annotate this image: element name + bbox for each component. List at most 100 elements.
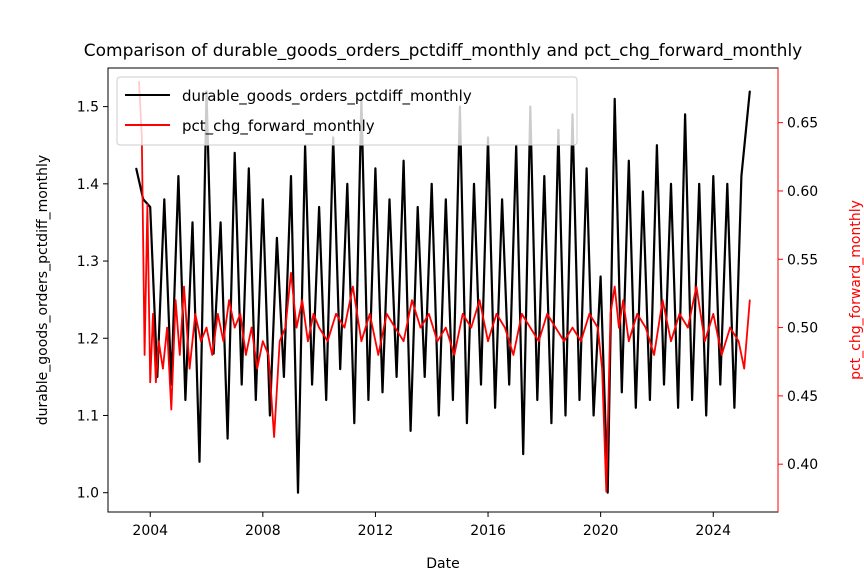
data-point <box>226 437 229 440</box>
data-point <box>409 430 412 432</box>
legend-label-pct-chg: pct_chg_forward_monthly <box>182 117 375 136</box>
data-point <box>522 453 524 455</box>
data-point <box>578 399 581 401</box>
data-point <box>653 354 655 356</box>
data-point <box>691 399 693 401</box>
x-axis-label: Date <box>426 556 459 572</box>
data-point <box>636 313 638 315</box>
data-point <box>290 175 292 177</box>
data-point <box>233 326 236 329</box>
data-point <box>152 313 154 315</box>
data-point <box>563 340 565 343</box>
data-point <box>430 183 433 185</box>
data-point <box>618 326 620 329</box>
data-point <box>200 340 202 343</box>
left-y-tick-label: 1.1 <box>77 408 99 424</box>
data-point <box>278 340 281 343</box>
data-point <box>325 399 328 401</box>
x-tick-label: 2004 <box>132 523 168 539</box>
data-point <box>239 313 242 315</box>
legend-label-durable-goods: durable_goods_orders_pctdiff_monthly <box>182 87 472 106</box>
data-point <box>343 326 346 329</box>
data-point <box>495 313 498 315</box>
x-tick-label: 2012 <box>358 523 394 539</box>
data-point <box>580 340 582 343</box>
data-point <box>438 414 440 417</box>
data-point <box>473 183 475 185</box>
right-y-axis-label: pct_chg_forward_monthly <box>848 200 864 380</box>
data-point <box>423 376 426 378</box>
data-point <box>326 340 329 343</box>
data-point <box>678 313 681 315</box>
data-point <box>749 90 751 92</box>
data-point <box>194 313 197 315</box>
data-point <box>411 299 413 302</box>
data-point <box>295 326 298 329</box>
data-point <box>733 407 736 409</box>
data-point <box>166 326 168 329</box>
data-point <box>445 326 447 329</box>
data-point <box>729 326 731 329</box>
left-y-tick-label: 1.4 <box>77 177 99 193</box>
data-point <box>222 340 225 343</box>
data-point <box>262 340 264 343</box>
data-point <box>146 203 149 206</box>
data-point <box>297 491 299 494</box>
data-point <box>301 299 304 302</box>
chart-title: Comparison of durable_goods_orders_pctdi… <box>84 41 802 61</box>
data-point <box>461 313 464 315</box>
data-point <box>256 367 259 370</box>
data-point <box>163 198 166 201</box>
data-point <box>191 221 194 224</box>
data-point <box>183 285 185 288</box>
data-point <box>205 326 208 329</box>
data-point <box>597 326 599 329</box>
data-point <box>174 299 177 302</box>
data-point <box>352 285 354 288</box>
data-point <box>318 206 320 208</box>
data-point <box>670 183 672 185</box>
data-point <box>402 340 405 343</box>
data-point <box>267 354 270 356</box>
data-point <box>248 167 250 170</box>
data-point <box>537 340 540 343</box>
left-y-tick-label: 1.3 <box>77 254 99 270</box>
data-point <box>609 313 612 315</box>
right-y-tick-label: 0.45 <box>787 389 818 405</box>
left-y-tick-label: 1.5 <box>77 100 99 116</box>
data-point <box>381 391 384 394</box>
data-point <box>179 354 181 356</box>
data-point <box>311 383 313 386</box>
data-point <box>622 299 624 302</box>
data-point <box>367 399 370 401</box>
data-point <box>704 340 706 343</box>
data-point <box>628 340 630 343</box>
data-point <box>339 368 342 370</box>
data-point <box>211 354 213 356</box>
data-point <box>585 167 588 170</box>
data-point <box>470 326 473 329</box>
series-line-durable-goods <box>135 90 751 494</box>
data-point <box>402 159 405 162</box>
legend-box <box>116 76 578 146</box>
data-point <box>644 326 647 329</box>
data-point <box>508 383 511 386</box>
data-point <box>170 408 173 411</box>
data-point <box>621 391 623 394</box>
data-point <box>543 175 546 177</box>
x-tick-label: 2024 <box>695 523 731 539</box>
x-tick-label: 2020 <box>583 523 619 539</box>
x-tick-label: 2016 <box>470 523 506 539</box>
data-point <box>369 313 371 315</box>
data-point <box>177 175 180 177</box>
data-point <box>184 399 187 401</box>
data-point <box>395 376 398 378</box>
data-point <box>512 354 515 356</box>
data-point <box>571 326 574 329</box>
data-point <box>233 152 236 154</box>
data-point <box>284 326 287 329</box>
data-point <box>536 399 539 401</box>
data-point <box>262 198 264 201</box>
data-point <box>419 326 422 329</box>
data-point <box>628 159 630 162</box>
